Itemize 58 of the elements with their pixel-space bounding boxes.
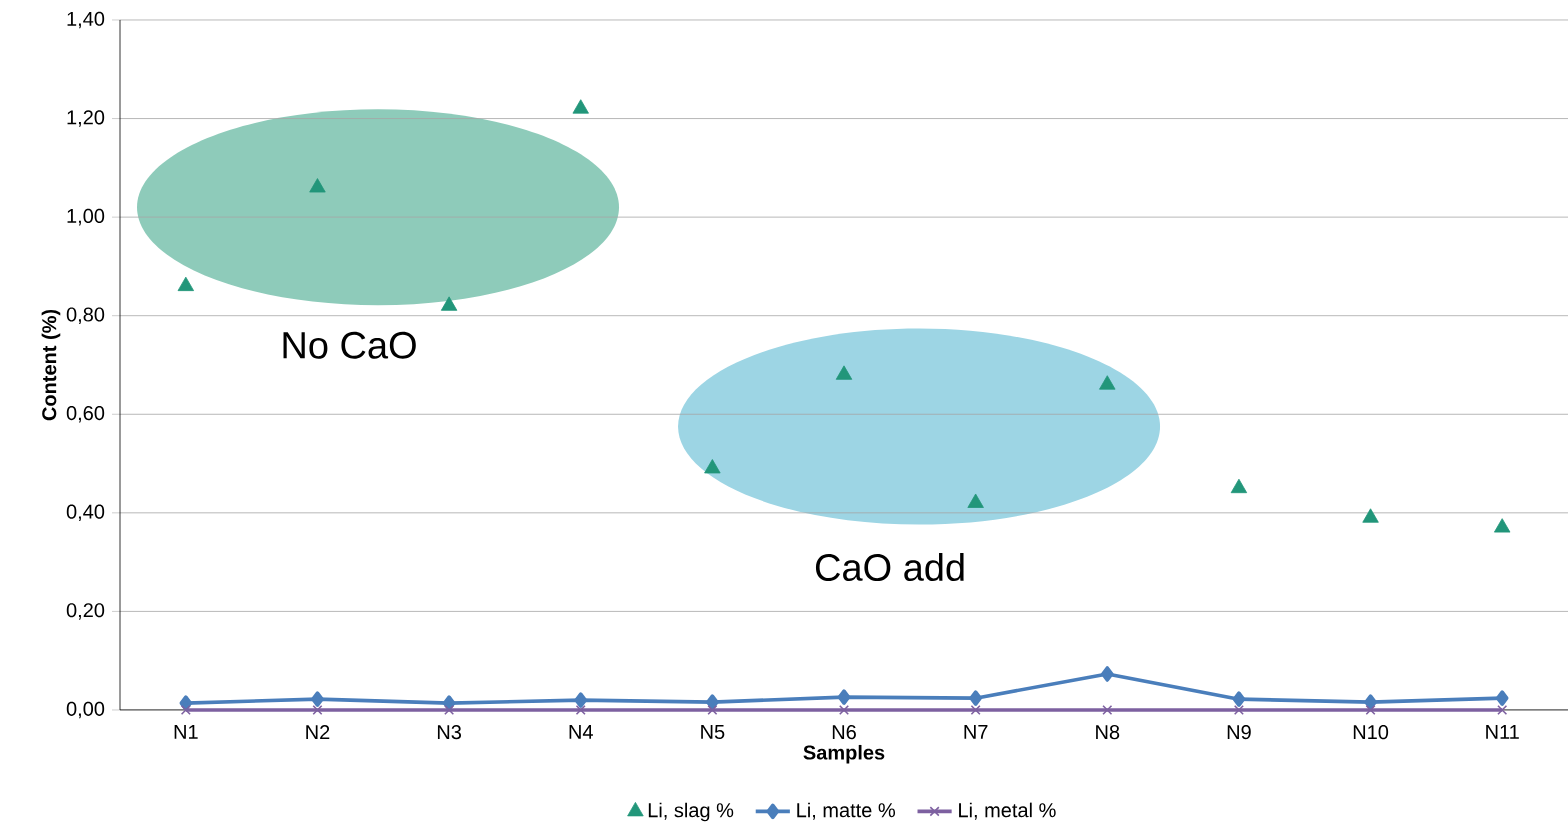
point — [1364, 694, 1377, 710]
annotation: No CaO — [283, 331, 416, 359]
point — [837, 689, 851, 705]
y-tick-label: 0,00 — [66, 701, 105, 719]
x-tick-label: N5 — [701, 725, 725, 739]
point — [1365, 704, 1376, 716]
point — [1362, 508, 1379, 523]
y-tick-label: 1,40 — [67, 11, 105, 29]
point — [1102, 704, 1113, 716]
point — [1099, 375, 1116, 390]
x-tick-label: N10 — [1353, 725, 1389, 740]
point — [970, 704, 981, 716]
point — [707, 704, 718, 716]
y-tick-label: 0,20 — [66, 603, 105, 620]
y-tick-label: 0,60 — [66, 406, 105, 423]
point — [1232, 691, 1246, 707]
point — [706, 694, 719, 710]
x-tick-label: N3 — [437, 725, 462, 740]
point — [440, 296, 458, 311]
point — [838, 704, 850, 716]
x-tick-label: N6 — [832, 725, 856, 740]
x-tick-label: N8 — [1096, 725, 1120, 740]
point — [835, 365, 853, 380]
point — [574, 692, 588, 708]
y-tick-label: 0,40 — [66, 504, 105, 522]
point — [444, 704, 455, 716]
point — [180, 704, 191, 716]
x-tick-label: N1 — [174, 725, 198, 739]
point — [1494, 518, 1511, 533]
legend-label: Li, matte % — [797, 802, 896, 820]
x-tick-label: N7 — [964, 725, 988, 739]
x-tick-label: N11 — [1486, 725, 1519, 739]
y-tick-label: 1,20 — [67, 110, 105, 127]
x-tick-label: N4 — [569, 725, 593, 739]
x-tick-label: N2 — [306, 725, 330, 740]
legend-label: Li, slag % — [648, 802, 734, 822]
point — [1497, 704, 1508, 716]
y-tick-label: 1,00 — [67, 208, 105, 226]
point — [179, 695, 193, 711]
point — [1100, 666, 1114, 682]
y-tick-label: 0,80 — [66, 307, 105, 324]
point — [704, 459, 721, 474]
point — [572, 99, 589, 114]
point — [1230, 478, 1248, 494]
legend-label: Li, metal % — [959, 802, 1056, 820]
y-axis-title: Content (%) — [41, 309, 61, 421]
point — [967, 493, 984, 508]
annotation: CaO add — [815, 553, 964, 582]
point — [1495, 690, 1509, 706]
point — [177, 276, 195, 292]
point — [575, 704, 586, 716]
point — [1233, 704, 1244, 716]
x-tick-label: N9 — [1227, 725, 1251, 740]
point — [309, 178, 326, 193]
x-axis-title: Samples — [803, 744, 885, 764]
point — [312, 704, 323, 716]
point — [311, 691, 324, 707]
point — [969, 690, 982, 706]
